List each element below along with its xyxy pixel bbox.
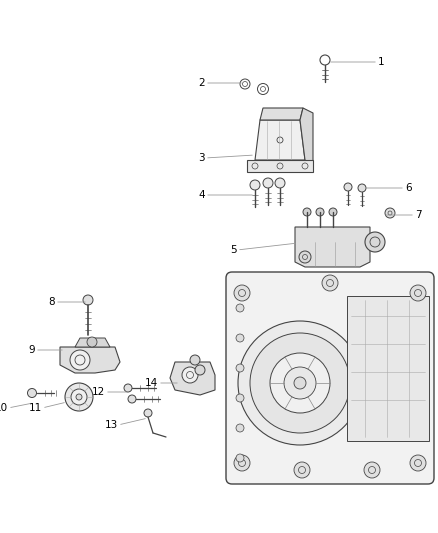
Text: 4: 4 xyxy=(198,190,205,200)
Circle shape xyxy=(294,462,310,478)
Text: 3: 3 xyxy=(198,153,205,163)
Polygon shape xyxy=(170,362,215,395)
Circle shape xyxy=(76,394,82,400)
Circle shape xyxy=(263,178,273,188)
Circle shape xyxy=(364,462,380,478)
Circle shape xyxy=(236,424,244,432)
Circle shape xyxy=(234,285,250,301)
FancyBboxPatch shape xyxy=(226,272,434,484)
Text: 2: 2 xyxy=(198,78,205,88)
Circle shape xyxy=(385,208,395,218)
Text: 9: 9 xyxy=(28,345,35,355)
Circle shape xyxy=(270,353,330,413)
Text: 7: 7 xyxy=(415,210,422,220)
Circle shape xyxy=(299,251,311,263)
Text: 14: 14 xyxy=(145,378,158,388)
Text: 5: 5 xyxy=(230,245,237,255)
Polygon shape xyxy=(60,347,120,373)
Circle shape xyxy=(71,389,87,405)
Text: 12: 12 xyxy=(92,387,105,397)
Circle shape xyxy=(195,365,205,375)
Circle shape xyxy=(275,178,285,188)
Circle shape xyxy=(250,333,350,433)
Circle shape xyxy=(236,454,244,462)
Circle shape xyxy=(65,383,93,411)
Text: 10: 10 xyxy=(0,403,8,413)
Circle shape xyxy=(410,455,426,471)
Circle shape xyxy=(124,384,132,392)
Text: 8: 8 xyxy=(48,297,55,307)
Circle shape xyxy=(358,184,366,192)
Circle shape xyxy=(144,409,152,417)
Circle shape xyxy=(70,350,90,370)
Polygon shape xyxy=(300,108,313,165)
Circle shape xyxy=(236,304,244,312)
Circle shape xyxy=(236,364,244,372)
Circle shape xyxy=(250,180,260,190)
Polygon shape xyxy=(255,120,305,160)
Circle shape xyxy=(284,367,316,399)
Circle shape xyxy=(128,395,136,403)
Text: 11: 11 xyxy=(29,403,42,413)
Circle shape xyxy=(236,394,244,402)
Circle shape xyxy=(238,321,362,445)
Text: 6: 6 xyxy=(405,183,412,193)
Circle shape xyxy=(190,355,200,365)
Circle shape xyxy=(316,208,324,216)
Circle shape xyxy=(28,389,36,398)
Circle shape xyxy=(329,208,337,216)
Bar xyxy=(347,296,429,441)
Polygon shape xyxy=(260,108,303,120)
Polygon shape xyxy=(295,227,370,267)
Circle shape xyxy=(234,455,250,471)
Circle shape xyxy=(294,377,306,389)
Polygon shape xyxy=(247,160,313,172)
Circle shape xyxy=(365,232,385,252)
Circle shape xyxy=(87,337,97,347)
Circle shape xyxy=(303,208,311,216)
Circle shape xyxy=(182,367,198,383)
Circle shape xyxy=(410,285,426,301)
Circle shape xyxy=(236,334,244,342)
Polygon shape xyxy=(75,338,110,347)
Text: 1: 1 xyxy=(378,57,385,67)
Text: 13: 13 xyxy=(105,420,118,430)
Circle shape xyxy=(83,295,93,305)
Circle shape xyxy=(344,183,352,191)
Circle shape xyxy=(322,275,338,291)
